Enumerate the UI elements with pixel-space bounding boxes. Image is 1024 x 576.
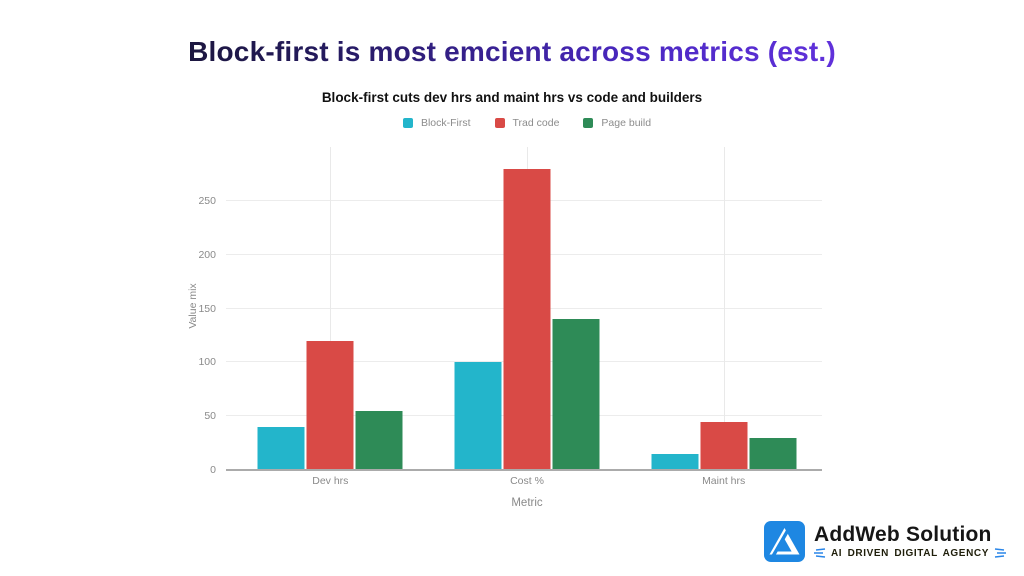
y-tick-label-150: 150 xyxy=(198,302,216,315)
legend-label-trad-code: Trad code xyxy=(512,117,560,129)
bar-block-first-dev-hrs xyxy=(257,426,305,470)
bar-trad-code-cost xyxy=(503,168,551,470)
bar-group-cost xyxy=(454,168,600,470)
bar-trad-code-dev-hrs xyxy=(306,340,354,470)
x-axis-title: Metric xyxy=(511,497,543,509)
y-tick-label-100: 100 xyxy=(198,356,216,369)
addweb-logo-icon xyxy=(763,521,805,562)
x-axis-labels: Dev hrs Cost % Maint hrs xyxy=(232,475,822,491)
y-tick-label-0: 0 xyxy=(210,464,216,476)
tagline-flourish-left-icon xyxy=(813,548,826,558)
x-axis-line xyxy=(226,469,822,471)
bar-block-first-maint-hrs xyxy=(651,453,699,470)
bar-page-build-cost xyxy=(552,319,600,470)
bar-group-maint-hrs xyxy=(651,421,797,470)
legend-item-trad-code: Trad code xyxy=(494,117,560,129)
legend-item-block-first: Block-First xyxy=(402,117,471,129)
bar-block-first-cost xyxy=(454,362,502,470)
x-tick-label-dev-hrs: Dev hrs xyxy=(312,475,349,487)
legend-item-page-build: Page build xyxy=(583,117,651,129)
y-tick-label-250: 250 xyxy=(198,194,216,207)
legend-label-block-first: Block-First xyxy=(420,117,471,129)
gridline-x-dev-hrs xyxy=(330,147,332,470)
page-title: Block-first is most emcient across metri… xyxy=(0,36,1024,68)
y-tick-label-50: 50 xyxy=(204,410,216,423)
tagline-flourish-right-icon xyxy=(994,548,1006,558)
legend-swatch-page-build xyxy=(583,118,594,128)
bar-group-dev-hrs xyxy=(257,340,403,470)
bar-page-build-dev-hrs xyxy=(355,410,403,470)
y-axis-ticks: 0 50 100 150 200 250 xyxy=(160,147,224,476)
chart-legend: Block-First Trad code Page build xyxy=(232,117,822,129)
y-tick-label-200: 200 xyxy=(198,248,216,261)
legend-label-page-build: Page build xyxy=(601,117,652,129)
gridline-x-maint-hrs xyxy=(723,147,725,470)
x-tick-label-maint-hrs: Maint hrs xyxy=(702,475,746,487)
brand-name: AddWeb Solution xyxy=(813,523,992,547)
legend-swatch-trad-code xyxy=(494,118,505,128)
bar-page-build-maint-hrs xyxy=(749,437,797,470)
chart-title: Block-first cuts dev hrs and maint hrs v… xyxy=(321,90,703,105)
legend-swatch-block-first xyxy=(402,118,413,128)
plot-area xyxy=(226,147,822,471)
bar-trad-code-maint-hrs xyxy=(700,421,748,470)
brand-footer: AddWeb Solution AI DRIVEN DIGITAL AGENCY xyxy=(763,521,1006,562)
x-tick-label-cost: Cost % xyxy=(510,475,544,487)
brand-tagline: AI DRIVEN DIGITAL AGENCY xyxy=(830,547,989,559)
